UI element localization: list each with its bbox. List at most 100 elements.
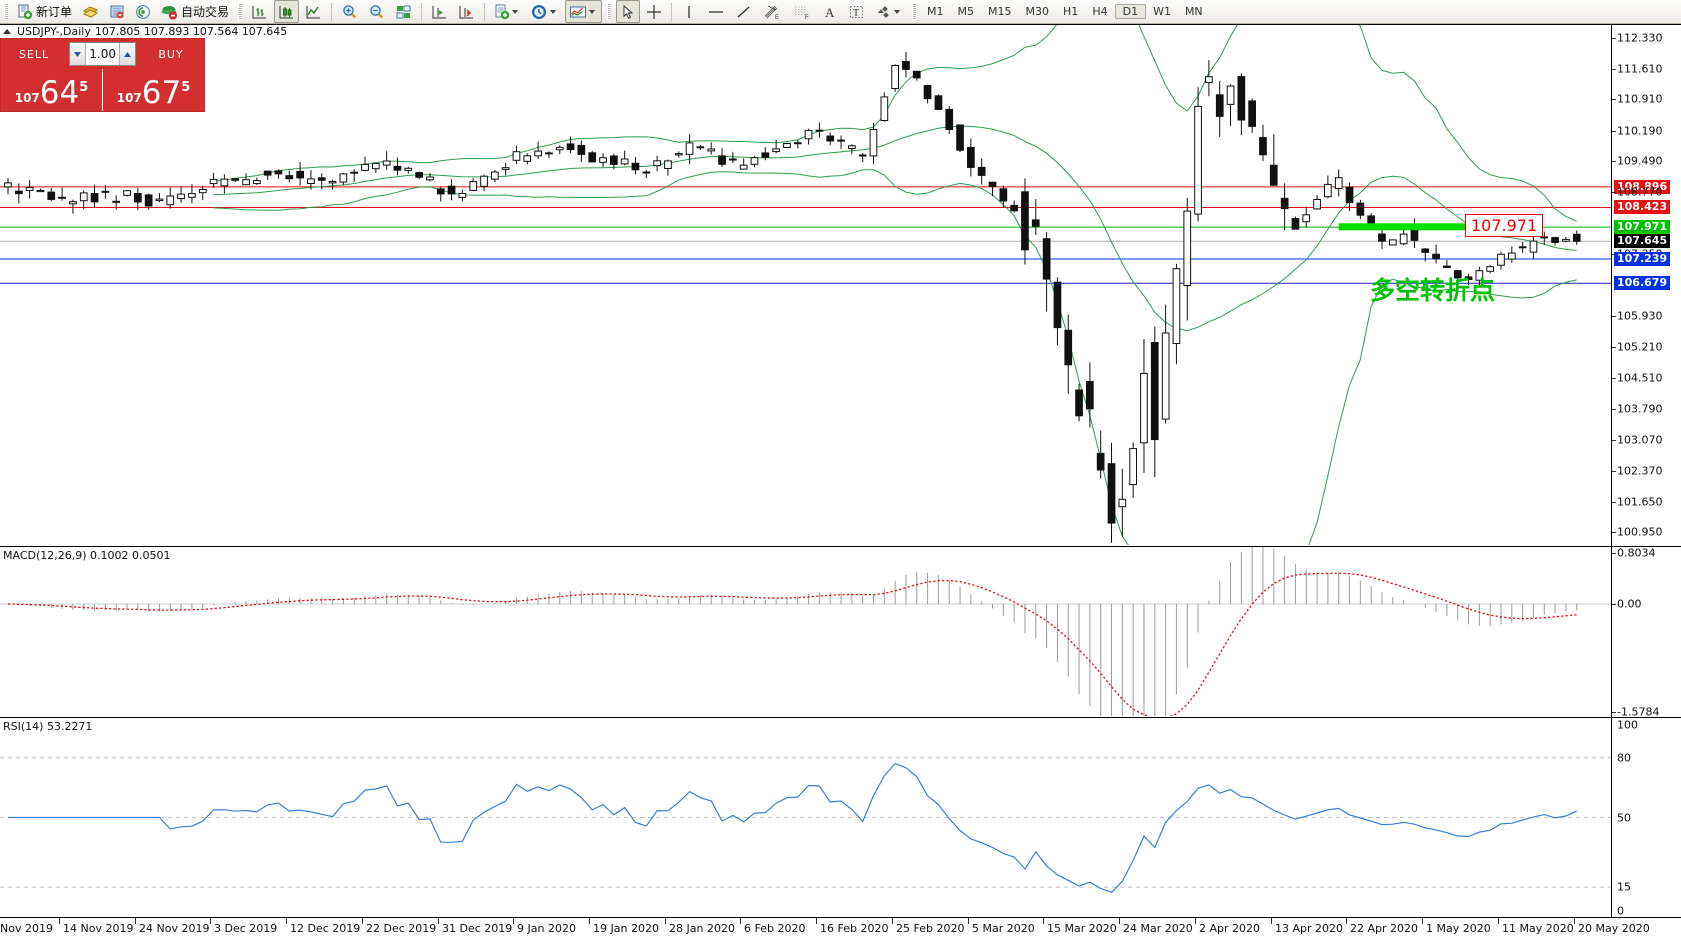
price-label-107.645[interactable]: 107.645	[1614, 234, 1671, 249]
time-label-5: 22 Dec 2019	[366, 922, 437, 935]
candle	[545, 151, 553, 159]
horizontal-line-button[interactable]	[703, 0, 729, 23]
candle	[231, 178, 240, 183]
template-icon	[569, 4, 587, 20]
price-label-106.679[interactable]: 106.679	[1614, 276, 1671, 291]
timeframe-m30[interactable]: M30	[1025, 5, 1050, 18]
sell-button[interactable]: SELL	[3, 41, 65, 67]
signals-button[interactable]	[131, 0, 155, 23]
one-click-top-row: SELL 1.00 BUY	[1, 39, 204, 69]
rsi-line	[8, 762, 1577, 894]
chevron-down-icon[interactable]	[894, 9, 901, 14]
candle	[491, 169, 499, 183]
toolbar-grip[interactable]	[4, 3, 8, 20]
sell-price-sup: 5	[79, 80, 89, 95]
price-tick-111.610: 111.610	[1617, 62, 1663, 76]
volume-decrease-button[interactable]	[70, 43, 86, 65]
timeframe-m1[interactable]: M1	[927, 5, 944, 18]
candlestick-chart-button[interactable]	[274, 0, 300, 23]
macd-plot-area[interactable]	[0, 547, 1612, 717]
shapes-button[interactable]	[871, 0, 907, 23]
candle	[263, 170, 272, 180]
zoom-in-button[interactable]	[337, 0, 362, 23]
templates-button[interactable]	[565, 0, 603, 23]
axis-tick	[1612, 99, 1616, 101]
cursor-button[interactable]	[616, 0, 641, 23]
zoom-out-icon	[368, 4, 385, 20]
rsi-plot-area[interactable]	[0, 718, 1612, 918]
auto-scroll-button[interactable]	[454, 0, 479, 23]
toolbar-grip-3[interactable]	[607, 3, 612, 20]
toolbar-grip-4[interactable]	[912, 3, 917, 20]
price-pane: 112.330 111.610 110.910 110.190 109.490 108.8…	[0, 24, 1681, 546]
volume-increase-button[interactable]	[119, 43, 135, 65]
bar-chart-button[interactable]	[247, 0, 272, 23]
chevron-down-icon[interactable]	[512, 9, 519, 14]
new-chart-button[interactable]	[490, 0, 525, 23]
candle	[718, 148, 726, 167]
fibonacci-button[interactable]: F	[788, 0, 816, 23]
price-label-108.423[interactable]: 108.423	[1614, 200, 1671, 215]
axis-tick	[1612, 130, 1616, 132]
timeframe-m5[interactable]: M5	[957, 5, 975, 18]
line-chart-button[interactable]	[301, 0, 326, 23]
timeframe-m15[interactable]: M15	[988, 5, 1012, 18]
main-toolbar: 新订单	[0, 0, 1681, 24]
chevron-down-icon[interactable]	[589, 9, 596, 14]
timeframe-d1[interactable]: D1	[1114, 4, 1147, 19]
vertical-line-button[interactable]	[677, 0, 701, 23]
buy-price[interactable]: 107 67 5	[102, 69, 204, 111]
candle	[1291, 216, 1300, 230]
timeframe-h1[interactable]: H1	[1063, 5, 1079, 18]
buy-price-big: 67	[141, 75, 182, 111]
timeframe-h4[interactable]: H4	[1092, 5, 1108, 18]
time-axis[interactable]: Nov 2019 14 Nov 2019 24 Nov 2019 3 Dec 2019…	[0, 917, 1681, 941]
collapse-icon[interactable]	[3, 28, 11, 34]
candle	[664, 159, 672, 176]
macd-pane: MACD(12,26,9) 0.1002 0.0501 0.8034 0.00 -1…	[0, 546, 1681, 719]
price-label-107.239[interactable]: 107.239	[1614, 251, 1671, 266]
new-order-button[interactable]: 新订单	[13, 0, 76, 23]
volume-stepper[interactable]: 1.00	[69, 42, 136, 66]
data-window-button[interactable]	[391, 0, 416, 23]
price-label-107.971[interactable]: 107.971	[1614, 220, 1671, 235]
price-plot-area[interactable]	[0, 25, 1612, 546]
time-axis-tick	[1195, 918, 1196, 924]
time-axis-tick	[210, 918, 211, 924]
timeframe-mn[interactable]: MN	[1184, 5, 1203, 18]
chart-text-annotation[interactable]: 多空转折点	[1370, 276, 1496, 305]
timeframe-w1[interactable]: W1	[1153, 5, 1171, 18]
hline-icon	[707, 4, 725, 20]
chart-shift-button[interactable]	[427, 0, 452, 23]
equidistant-channel-button[interactable]: E	[758, 0, 786, 23]
price-label-108.896[interactable]: 108.896	[1614, 179, 1671, 194]
terminal-button[interactable]	[105, 0, 129, 23]
rsi-tick-80: 80	[1617, 751, 1631, 765]
buy-button[interactable]: BUY	[140, 41, 202, 67]
trendline-button[interactable]	[731, 0, 756, 23]
text-button[interactable]: A	[818, 0, 842, 23]
toolbar-separator-4	[671, 2, 673, 21]
volume-value[interactable]: 1.00	[89, 47, 116, 61]
sell-price[interactable]: 107 64 5	[1, 69, 102, 111]
toolbar-grip-2[interactable]	[238, 3, 243, 20]
expert-advisor-button[interactable]	[78, 0, 103, 23]
zoom-out-button[interactable]	[364, 0, 389, 23]
autotrading-button[interactable]: 自动交易	[157, 0, 233, 23]
chevron-down-icon[interactable]	[550, 9, 557, 14]
candle	[772, 139, 780, 154]
price-axis[interactable]: 112.330 111.610 110.910 110.190 109.490 108.8…	[1611, 25, 1681, 546]
period-button[interactable]	[527, 0, 563, 23]
price-annotation-box[interactable]: 107.971	[1465, 214, 1544, 238]
crosshair-button[interactable]	[642, 0, 666, 23]
candle	[415, 171, 423, 180]
price-tick-110.910: 110.910	[1617, 92, 1663, 106]
candle	[761, 147, 770, 161]
label-button[interactable]: T	[844, 0, 869, 23]
buy-price-sup: 5	[181, 80, 191, 95]
candle	[361, 156, 369, 172]
candle	[804, 128, 813, 145]
candle	[1248, 98, 1257, 133]
candlestick-chart	[0, 25, 1612, 545]
